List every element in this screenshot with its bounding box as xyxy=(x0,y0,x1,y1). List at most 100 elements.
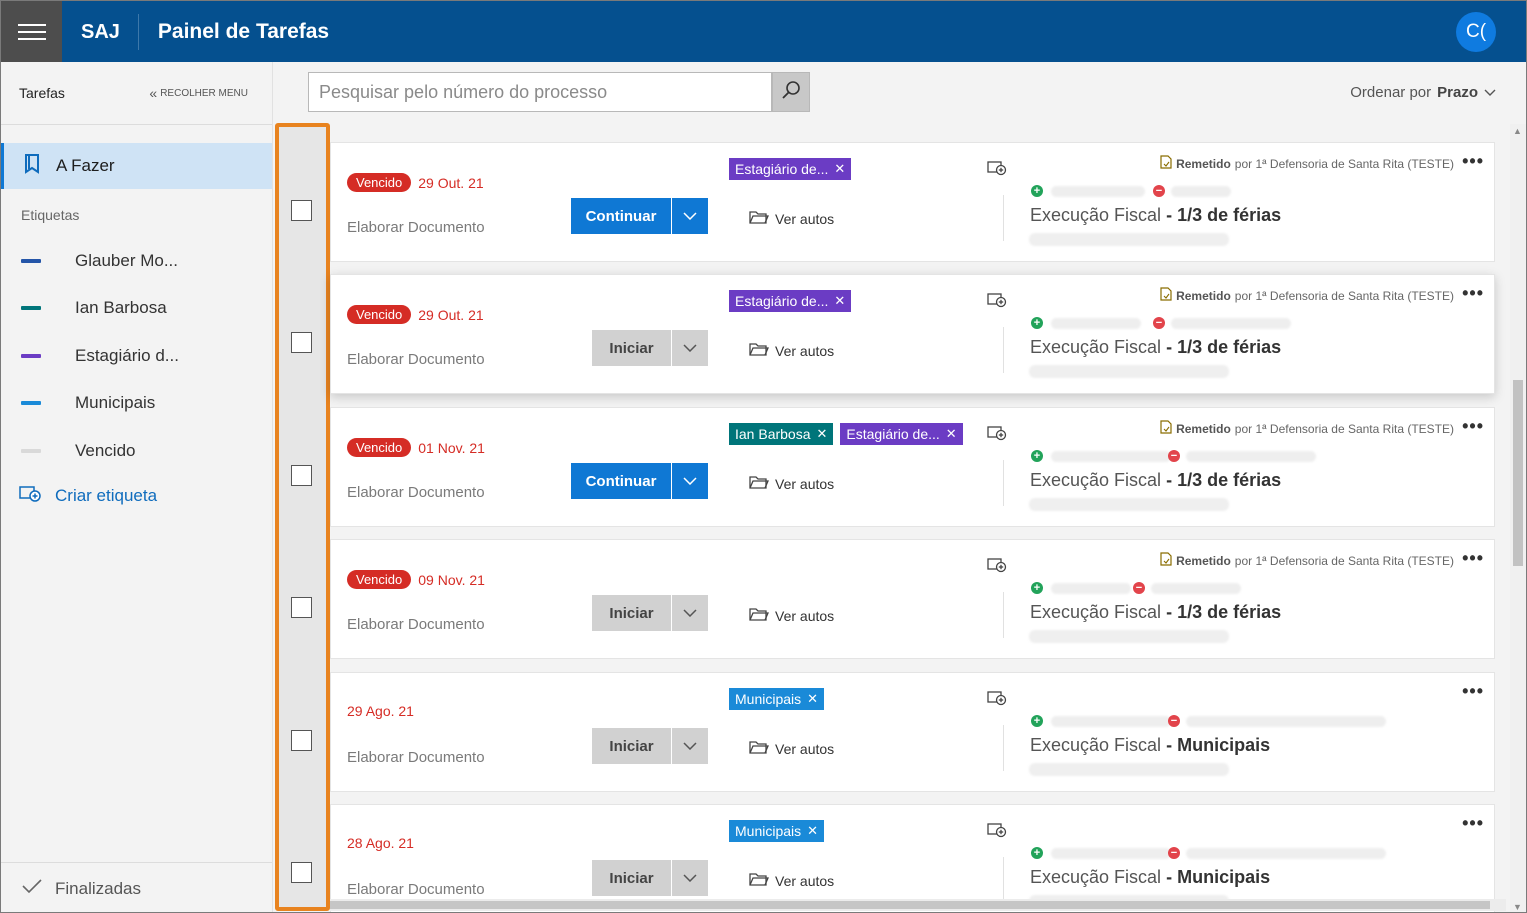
more-options-icon[interactable]: ••• xyxy=(1462,416,1484,436)
close-icon[interactable]: ✕ xyxy=(834,293,846,308)
search-button[interactable] xyxy=(772,72,810,112)
case-title[interactable]: Execução Fiscal - Municipais xyxy=(1030,867,1270,888)
sidebar-tag-item[interactable]: Municipais xyxy=(1,380,272,428)
task-action-button[interactable]: Iniciar xyxy=(592,595,708,631)
collapse-menu-button[interactable]: « RECOLHER MENU xyxy=(149,85,248,101)
task-tags: Ian Barbosa ✕ Estagiário de... ✕ xyxy=(729,423,963,445)
action-button-label[interactable]: Iniciar xyxy=(592,330,671,366)
task-tag[interactable]: Municipais ✕ xyxy=(729,820,825,842)
sidebar-item-a-fazer[interactable]: A Fazer xyxy=(1,143,272,189)
redacted-case-number xyxy=(1029,233,1229,246)
sidebar-tag-item[interactable]: Glauber Mo... xyxy=(1,237,272,285)
action-button-label[interactable]: Iniciar xyxy=(592,860,671,896)
row-checkbox[interactable] xyxy=(291,465,312,486)
task-tag[interactable]: Estagiário de... ✕ xyxy=(729,290,852,312)
add-tag-icon[interactable] xyxy=(987,160,1007,181)
close-icon[interactable]: ✕ xyxy=(816,426,828,441)
action-button-label[interactable]: Iniciar xyxy=(592,595,671,631)
task-card[interactable]: 29 Ago. 21 Elaborar Documento Iniciar Mun… xyxy=(330,672,1495,792)
task-action-button[interactable]: Iniciar xyxy=(592,728,708,764)
sidebar-tag-item[interactable]: Estagiário d... xyxy=(1,332,272,380)
task-action-button[interactable]: Continuar xyxy=(571,198,708,234)
search-input[interactable] xyxy=(308,72,772,112)
close-icon[interactable]: ✕ xyxy=(945,426,957,441)
plus-icon: + xyxy=(1031,450,1043,462)
remetido-label: Remetido xyxy=(1176,288,1231,303)
ver-autos-link[interactable]: Ver autos xyxy=(749,606,834,625)
task-action-button[interactable]: Continuar xyxy=(571,463,708,499)
row-checkbox[interactable] xyxy=(291,862,312,883)
ver-autos-link[interactable]: Ver autos xyxy=(749,739,834,758)
close-icon[interactable]: ✕ xyxy=(807,691,819,706)
divider xyxy=(1003,327,1004,373)
case-title[interactable]: Execução Fiscal - 1/3 de férias xyxy=(1030,205,1281,226)
scroll-down-icon[interactable]: ▼ xyxy=(1513,902,1522,912)
more-options-icon[interactable]: ••• xyxy=(1462,681,1484,701)
add-tag-icon[interactable] xyxy=(987,425,1007,446)
case-title[interactable]: Execução Fiscal - 1/3 de férias xyxy=(1030,602,1281,623)
scrollbar-thumb[interactable] xyxy=(1513,380,1523,566)
avatar[interactable]: C( xyxy=(1456,12,1496,52)
due-date: 01 Nov. 21 xyxy=(418,439,485,456)
redacted-party xyxy=(1051,848,1171,859)
task-card[interactable]: Vencido 29 Out. 21 Elaborar Documento Cont… xyxy=(330,142,1495,262)
close-icon[interactable]: ✕ xyxy=(807,823,819,838)
more-options-icon[interactable]: ••• xyxy=(1462,151,1484,171)
task-tag[interactable]: Ian Barbosa ✕ xyxy=(729,423,834,445)
add-tag-icon[interactable] xyxy=(987,557,1007,578)
task-card[interactable]: Vencido 01 Nov. 21 Elaborar Documento Cont… xyxy=(330,407,1495,527)
chevron-down-icon[interactable] xyxy=(672,728,708,764)
case-title[interactable]: Execução Fiscal - 1/3 de férias xyxy=(1030,470,1281,491)
task-card[interactable]: Vencido 29 Out. 21 Elaborar Documento Inic… xyxy=(330,274,1495,394)
action-button-label[interactable]: Continuar xyxy=(571,198,671,234)
close-icon[interactable]: ✕ xyxy=(834,161,846,176)
sort-dropdown[interactable]: Ordenar por Prazo xyxy=(1350,84,1496,101)
horizontal-scrollbar[interactable] xyxy=(330,899,1506,911)
case-title[interactable]: Execução Fiscal - 1/3 de férias xyxy=(1030,337,1281,358)
row-checkbox[interactable] xyxy=(291,730,312,751)
scroll-up-icon[interactable]: ▲ xyxy=(1513,126,1522,136)
task-tag[interactable]: Estagiário de... ✕ xyxy=(729,158,852,180)
task-action-button[interactable]: Iniciar xyxy=(592,860,708,896)
add-tag-icon[interactable] xyxy=(987,690,1007,711)
chevron-down-icon[interactable] xyxy=(672,330,708,366)
sidebar-tag-item[interactable]: Vencido xyxy=(1,427,272,475)
checkmark-icon xyxy=(21,878,43,899)
sidebar-tag-label: Municipais xyxy=(75,393,156,413)
sidebar-item-finalizadas[interactable]: Finalizadas xyxy=(1,862,272,912)
chevron-down-icon[interactable] xyxy=(672,860,708,896)
minus-icon: − xyxy=(1168,847,1180,859)
chevron-down-icon[interactable] xyxy=(672,595,708,631)
sidebar-tag-label: Ian Barbosa xyxy=(75,298,167,318)
chevron-down-icon[interactable] xyxy=(672,198,708,234)
row-checkbox[interactable] xyxy=(291,200,312,221)
action-button-label[interactable]: Continuar xyxy=(571,463,671,499)
row-checkbox[interactable] xyxy=(291,332,312,353)
ver-autos-link[interactable]: Ver autos xyxy=(749,871,834,890)
task-tag[interactable]: Municipais ✕ xyxy=(729,688,825,710)
task-card[interactable]: 28 Ago. 21 Elaborar Documento Iniciar Mun… xyxy=(330,804,1495,912)
sidebar-tag-item[interactable]: Ian Barbosa xyxy=(1,285,272,333)
more-options-icon[interactable]: ••• xyxy=(1462,813,1484,833)
action-button-label[interactable]: Iniciar xyxy=(592,728,671,764)
ver-autos-link[interactable]: Ver autos xyxy=(749,341,834,360)
task-action-button[interactable]: Iniciar xyxy=(592,330,708,366)
brand-logo[interactable]: SAJ xyxy=(62,13,139,50)
menu-icon[interactable] xyxy=(1,1,62,62)
create-tag-button[interactable]: Criar etiqueta xyxy=(1,481,272,511)
remetido-label: Remetido xyxy=(1176,421,1231,436)
task-card[interactable]: Vencido 09 Nov. 21 Elaborar Documento Inic… xyxy=(330,539,1495,659)
ver-autos-link[interactable]: Ver autos xyxy=(749,474,834,493)
case-title[interactable]: Execução Fiscal - Municipais xyxy=(1030,735,1270,756)
row-checkbox[interactable] xyxy=(291,597,312,618)
add-tag-icon[interactable] xyxy=(987,292,1007,313)
more-options-icon[interactable]: ••• xyxy=(1462,283,1484,303)
scrollbar-thumb[interactable] xyxy=(330,901,1490,909)
sidebar-title: Tarefas xyxy=(19,85,65,101)
task-tag[interactable]: Estagiário de... ✕ xyxy=(840,423,963,445)
more-options-icon[interactable]: ••• xyxy=(1462,548,1484,568)
vertical-scrollbar[interactable]: ▲ ▼ xyxy=(1510,124,1526,912)
add-tag-icon[interactable] xyxy=(987,822,1007,843)
chevron-down-icon[interactable] xyxy=(672,463,708,499)
ver-autos-link[interactable]: Ver autos xyxy=(749,209,834,228)
